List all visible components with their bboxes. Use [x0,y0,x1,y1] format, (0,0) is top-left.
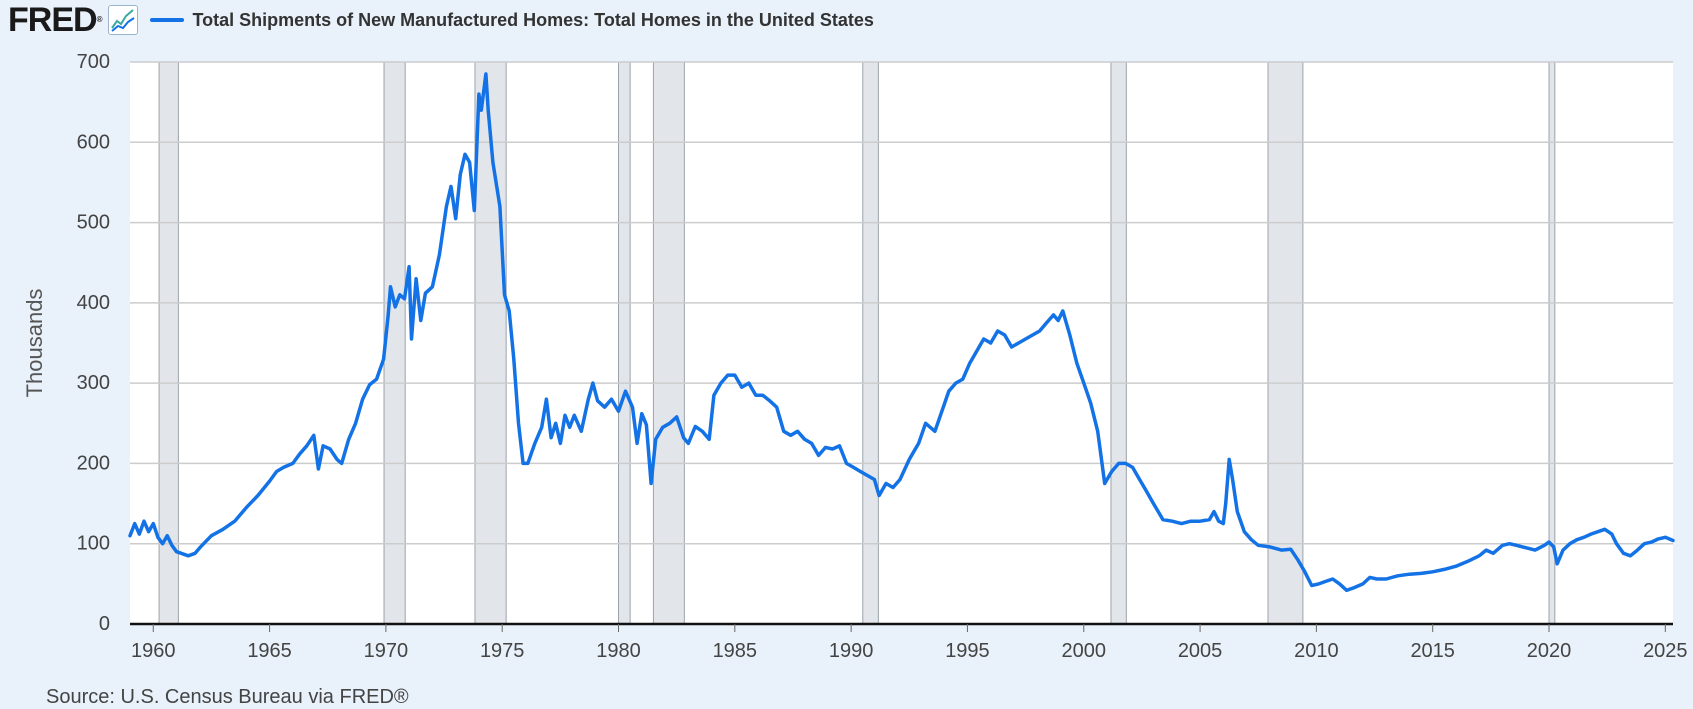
x-tick-label: 2020 [1527,640,1572,662]
y-tick-label: 200 [77,452,110,474]
fred-logo-text: FRED [8,1,98,39]
chart-header: FRED® Total Shipments of New Manufacture… [8,2,874,38]
x-tick-label: 1970 [364,640,409,662]
x-tick-label: 1965 [247,640,292,662]
chart-title: Total Shipments of New Manufactured Home… [192,9,874,30]
recession-band [618,61,631,625]
recession-band [652,61,685,625]
source-note: Source: U.S. Census Bureau via FRED® [46,686,409,708]
y-tick-label: 400 [77,292,110,314]
fred-logo-mark: ® [96,15,103,24]
x-tick-label: 2025 [1643,640,1688,662]
legend-swatch [150,18,185,22]
x-tick-label: 2015 [1410,640,1455,662]
recession-band [1548,61,1556,625]
x-tick-label: 1960 [131,640,176,662]
y-axis-label: Thousands [22,289,47,398]
recession-band [383,61,406,625]
y-tick-label: 100 [77,533,110,555]
y-tick-label: 500 [77,212,110,234]
y-tick-label: 700 [77,51,110,73]
x-tick-label: 2010 [1294,640,1339,662]
line-graph-icon[interactable] [108,5,139,35]
series-line[interactable] [128,72,1675,593]
y-tick-label: 300 [77,372,110,394]
x-tick-label: 1990 [829,640,874,662]
y-tick-label: 0 [99,613,110,635]
plot-area [130,62,1673,624]
x-tick-label: 1980 [596,640,641,662]
y-tick-label: 600 [77,131,110,153]
recession-band [1267,61,1304,625]
recession-band [862,61,879,625]
x-tick-label: 1995 [945,640,990,662]
x-tick-label: 2000 [1062,640,1107,662]
x-tick-label: 1985 [713,640,758,662]
fred-logo[interactable]: FRED® [8,3,102,37]
recession-band [1110,61,1127,625]
x-tick-label: 1975 [480,640,525,662]
x-tick-label: 2005 [1178,640,1223,662]
